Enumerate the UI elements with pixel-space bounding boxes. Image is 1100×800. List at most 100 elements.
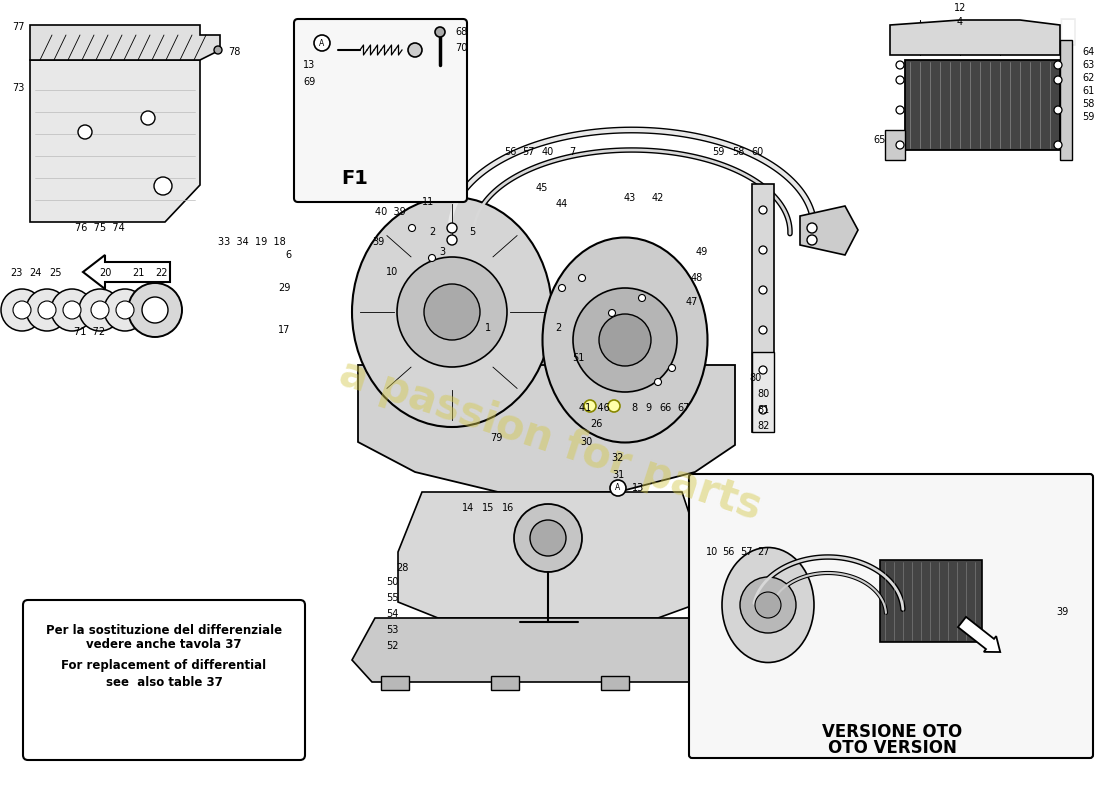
Text: 82: 82 bbox=[758, 421, 770, 431]
Text: 42: 42 bbox=[652, 193, 664, 203]
Polygon shape bbox=[358, 365, 735, 492]
Text: 10: 10 bbox=[386, 267, 398, 277]
Circle shape bbox=[1054, 61, 1062, 69]
Text: For replacement of differential: For replacement of differential bbox=[62, 658, 266, 671]
Circle shape bbox=[759, 246, 767, 254]
Text: 71  72: 71 72 bbox=[75, 327, 106, 337]
Bar bbox=[381, 676, 409, 690]
Text: 15: 15 bbox=[482, 503, 494, 513]
Text: 44: 44 bbox=[556, 199, 568, 209]
Text: Per la sostituzione del differenziale: Per la sostituzione del differenziale bbox=[46, 623, 282, 637]
Text: OTO VERSION: OTO VERSION bbox=[827, 739, 956, 757]
Text: 39: 39 bbox=[1056, 607, 1068, 617]
Text: 50: 50 bbox=[386, 577, 398, 587]
Text: 32: 32 bbox=[612, 453, 624, 463]
Text: 57: 57 bbox=[521, 147, 535, 157]
Text: 59: 59 bbox=[712, 147, 724, 157]
Circle shape bbox=[39, 301, 56, 319]
Circle shape bbox=[608, 310, 616, 317]
Circle shape bbox=[434, 27, 446, 37]
Text: 23: 23 bbox=[10, 268, 22, 278]
Text: 60: 60 bbox=[752, 147, 764, 157]
Text: 53: 53 bbox=[386, 625, 398, 635]
Polygon shape bbox=[890, 20, 1060, 55]
Circle shape bbox=[408, 43, 422, 57]
Circle shape bbox=[759, 206, 767, 214]
Circle shape bbox=[429, 254, 436, 262]
Text: 80: 80 bbox=[758, 389, 770, 399]
Circle shape bbox=[896, 106, 904, 114]
Circle shape bbox=[610, 480, 626, 496]
Text: 49: 49 bbox=[696, 247, 708, 257]
Polygon shape bbox=[30, 25, 220, 60]
Text: 31: 31 bbox=[612, 470, 624, 480]
FancyArrow shape bbox=[958, 617, 1000, 652]
Text: 70: 70 bbox=[455, 43, 468, 53]
Text: 14: 14 bbox=[462, 503, 474, 513]
Circle shape bbox=[314, 35, 330, 51]
Text: 65: 65 bbox=[873, 135, 887, 145]
Text: 17: 17 bbox=[278, 325, 290, 335]
Text: F1: F1 bbox=[342, 169, 369, 187]
Circle shape bbox=[79, 289, 121, 331]
Polygon shape bbox=[30, 60, 200, 222]
Text: 54: 54 bbox=[386, 609, 398, 619]
Circle shape bbox=[128, 283, 182, 337]
Text: 56: 56 bbox=[722, 547, 734, 557]
FancyArrow shape bbox=[82, 255, 170, 289]
Circle shape bbox=[608, 400, 620, 412]
Circle shape bbox=[638, 294, 646, 302]
Ellipse shape bbox=[542, 238, 707, 442]
Circle shape bbox=[1054, 141, 1062, 149]
Text: see  also table 37: see also table 37 bbox=[106, 675, 222, 689]
Bar bbox=[601, 676, 629, 690]
FancyBboxPatch shape bbox=[689, 474, 1093, 758]
Circle shape bbox=[141, 111, 155, 125]
Text: 58: 58 bbox=[1082, 99, 1094, 109]
Polygon shape bbox=[800, 206, 858, 255]
Text: 48: 48 bbox=[691, 273, 703, 283]
Text: 33  34  19  18: 33 34 19 18 bbox=[218, 237, 286, 247]
Text: 21: 21 bbox=[132, 268, 144, 278]
Circle shape bbox=[514, 504, 582, 572]
Bar bbox=[752, 352, 774, 432]
Circle shape bbox=[116, 301, 134, 319]
Text: A: A bbox=[615, 483, 620, 493]
Text: 11: 11 bbox=[422, 197, 435, 207]
Text: 63: 63 bbox=[1082, 60, 1094, 70]
Circle shape bbox=[896, 141, 904, 149]
Text: 68: 68 bbox=[455, 27, 468, 37]
Circle shape bbox=[154, 177, 172, 195]
Text: 27: 27 bbox=[758, 547, 770, 557]
Text: 3: 3 bbox=[439, 247, 446, 257]
Text: A: A bbox=[319, 38, 324, 47]
Ellipse shape bbox=[352, 197, 552, 427]
Circle shape bbox=[669, 365, 675, 371]
Text: 29: 29 bbox=[278, 283, 290, 293]
Text: 12: 12 bbox=[954, 3, 966, 13]
Text: 76  75  74: 76 75 74 bbox=[75, 223, 125, 233]
Circle shape bbox=[759, 406, 767, 414]
Circle shape bbox=[51, 289, 94, 331]
Circle shape bbox=[896, 61, 904, 69]
Text: 66: 66 bbox=[660, 403, 672, 413]
Circle shape bbox=[759, 286, 767, 294]
Text: 43: 43 bbox=[624, 193, 636, 203]
Circle shape bbox=[104, 289, 146, 331]
Circle shape bbox=[896, 76, 904, 84]
Text: 57: 57 bbox=[739, 547, 752, 557]
Text: 78: 78 bbox=[228, 47, 241, 57]
Circle shape bbox=[579, 274, 585, 282]
Text: 41  46: 41 46 bbox=[579, 403, 609, 413]
Text: 13: 13 bbox=[302, 60, 315, 70]
Circle shape bbox=[63, 301, 81, 319]
Text: 73: 73 bbox=[12, 83, 24, 93]
Ellipse shape bbox=[722, 547, 814, 662]
Text: 77: 77 bbox=[12, 22, 24, 32]
Circle shape bbox=[214, 46, 222, 54]
Circle shape bbox=[807, 235, 817, 245]
Text: 45: 45 bbox=[536, 183, 548, 193]
Bar bbox=[491, 676, 519, 690]
Circle shape bbox=[1, 289, 43, 331]
Text: 52: 52 bbox=[386, 641, 398, 651]
